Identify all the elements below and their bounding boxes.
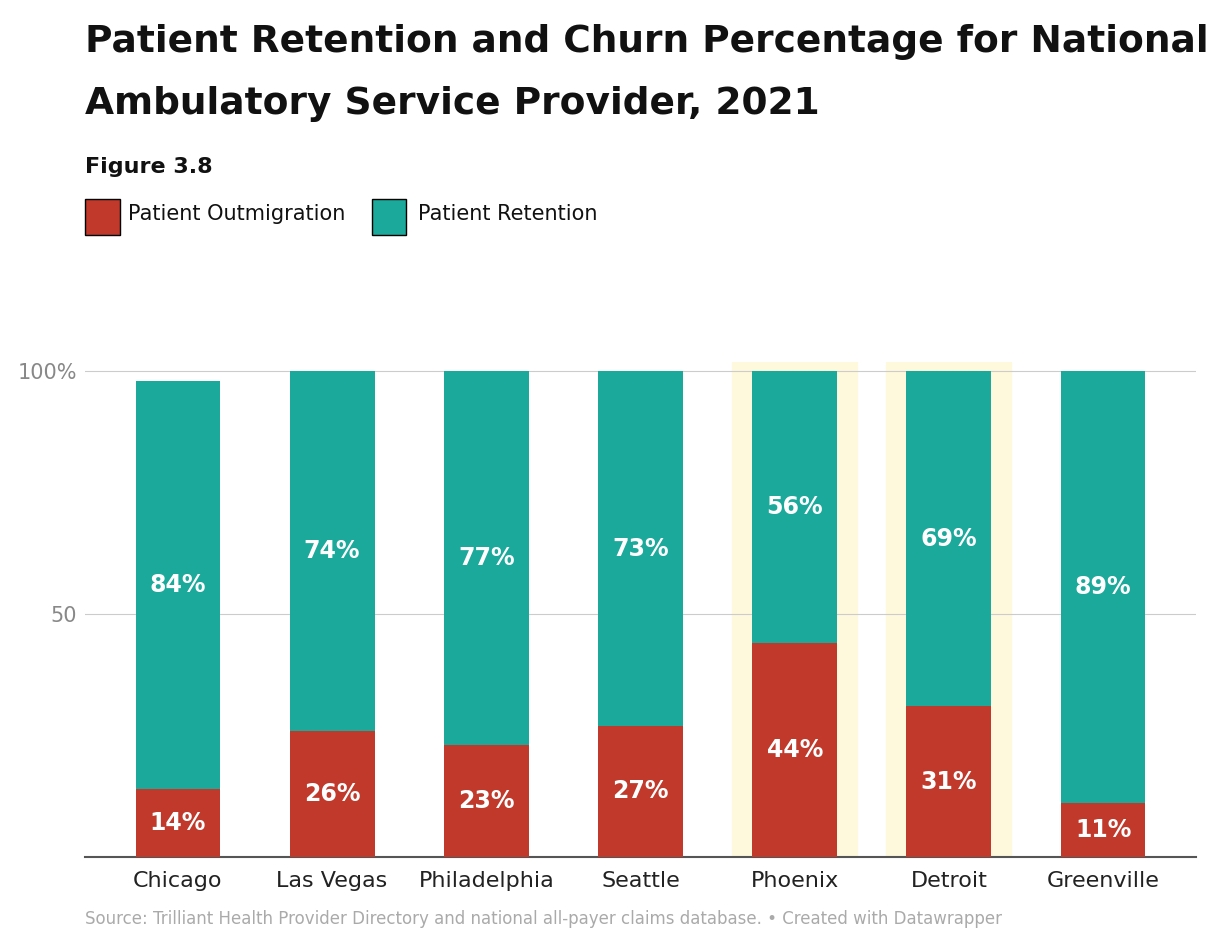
Text: 69%: 69% bbox=[921, 526, 977, 551]
Text: Patient Retention and Churn Percentage for National: Patient Retention and Churn Percentage f… bbox=[85, 24, 1209, 60]
Bar bbox=[135, 381, 221, 789]
Text: 11%: 11% bbox=[1075, 818, 1131, 843]
Text: Patient Retention: Patient Retention bbox=[418, 204, 598, 225]
Text: Source: Trilliant Health Provider Directory and national all-payer claims databa: Source: Trilliant Health Provider Direct… bbox=[85, 910, 1003, 928]
Text: 74%: 74% bbox=[304, 539, 360, 563]
Bar bbox=[598, 371, 683, 725]
Text: 26%: 26% bbox=[304, 782, 360, 805]
Text: 23%: 23% bbox=[458, 789, 515, 813]
Bar bbox=[906, 371, 992, 706]
Text: Figure 3.8: Figure 3.8 bbox=[85, 157, 213, 177]
Text: 89%: 89% bbox=[1075, 575, 1131, 600]
Text: Ambulatory Service Provider, 2021: Ambulatory Service Provider, 2021 bbox=[85, 86, 820, 122]
Text: 84%: 84% bbox=[150, 573, 206, 597]
Bar bbox=[1060, 371, 1146, 803]
Text: 77%: 77% bbox=[458, 546, 515, 570]
Bar bbox=[598, 725, 683, 857]
Text: 27%: 27% bbox=[612, 780, 669, 803]
Bar bbox=[289, 371, 375, 730]
Text: 44%: 44% bbox=[766, 738, 822, 762]
Text: 31%: 31% bbox=[921, 769, 977, 794]
Text: 56%: 56% bbox=[766, 495, 824, 520]
Bar bbox=[444, 745, 528, 857]
Bar bbox=[135, 789, 221, 857]
Text: Patient Outmigration: Patient Outmigration bbox=[128, 204, 345, 225]
Bar bbox=[732, 362, 858, 857]
Bar bbox=[444, 371, 528, 745]
Bar bbox=[753, 644, 837, 857]
Text: 73%: 73% bbox=[612, 537, 669, 561]
Bar bbox=[1060, 803, 1146, 857]
Bar bbox=[289, 730, 375, 857]
Bar bbox=[887, 362, 1011, 857]
Text: 14%: 14% bbox=[150, 811, 206, 835]
Bar bbox=[753, 371, 837, 644]
Bar bbox=[906, 706, 992, 857]
